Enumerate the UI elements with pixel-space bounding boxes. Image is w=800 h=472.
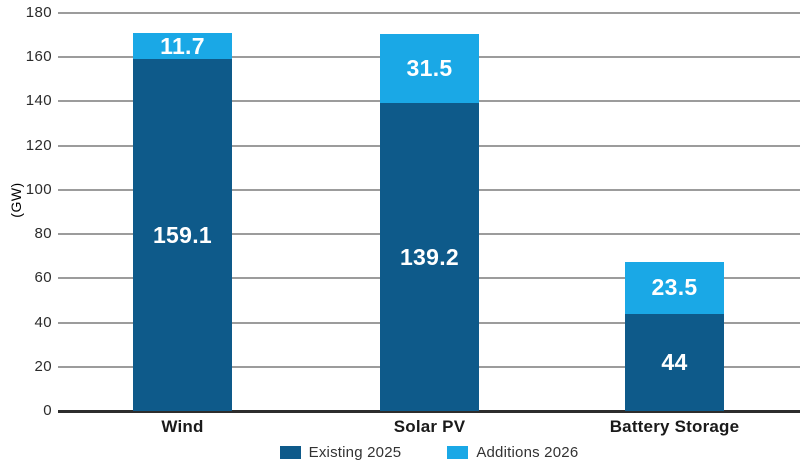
bar-1-additions-segment: 31.5 [380, 33, 479, 104]
legend-swatch-0 [279, 446, 301, 459]
y-tick-label: 160 [25, 48, 52, 66]
y-tick-label: 20 [34, 357, 52, 375]
category-label-wind: Wind [161, 417, 204, 436]
bar-2-additions-value: 23.5 [651, 274, 698, 301]
bar-1-additions-value: 31.5 [406, 54, 453, 81]
y-tick-label: 180 [25, 4, 52, 21]
bar-0-additions-segment: 11.7 [133, 32, 232, 60]
bar-2-existing-segment: 44 [625, 313, 724, 411]
legend-item-0: Existing 2025 [279, 444, 402, 461]
legend-label-0: Existing 2025 [308, 444, 402, 461]
x-axis-line [58, 410, 800, 413]
bar-1-existing-segment: 139.2 [380, 103, 479, 411]
y-tick-label: 120 [25, 136, 52, 154]
bar-1-existing-value: 139.2 [399, 243, 460, 270]
legend: Existing 2025 Additions 2026 [58, 444, 800, 461]
bar-2-existing-value: 44 [661, 348, 688, 375]
category-label-battery-storage: Battery Storage [609, 417, 740, 436]
gridline-y-180 [58, 12, 800, 14]
y-tick-label: 0 [43, 402, 52, 419]
bar-2-additions-segment: 23.5 [625, 261, 724, 314]
legend-item-1: Additions 2026 [447, 444, 578, 461]
y-tick-label: 100 [25, 180, 52, 198]
bar-0-additions-value: 11.7 [160, 32, 205, 59]
y-tick-label: 80 [34, 225, 52, 243]
legend-label-1: Additions 2026 [476, 444, 579, 461]
y-tick-label: 140 [25, 92, 52, 110]
y-tick-label: 40 [34, 313, 52, 331]
bar-0-existing-segment: 159.1 [133, 59, 232, 411]
y-tick-label: 60 [34, 269, 52, 287]
legend-swatch-1 [447, 446, 469, 459]
category-label-solar-pv: Solar PV [393, 417, 466, 436]
y-axis-title: (GW) [8, 182, 24, 218]
bar-0-existing-value: 159.1 [152, 221, 213, 248]
